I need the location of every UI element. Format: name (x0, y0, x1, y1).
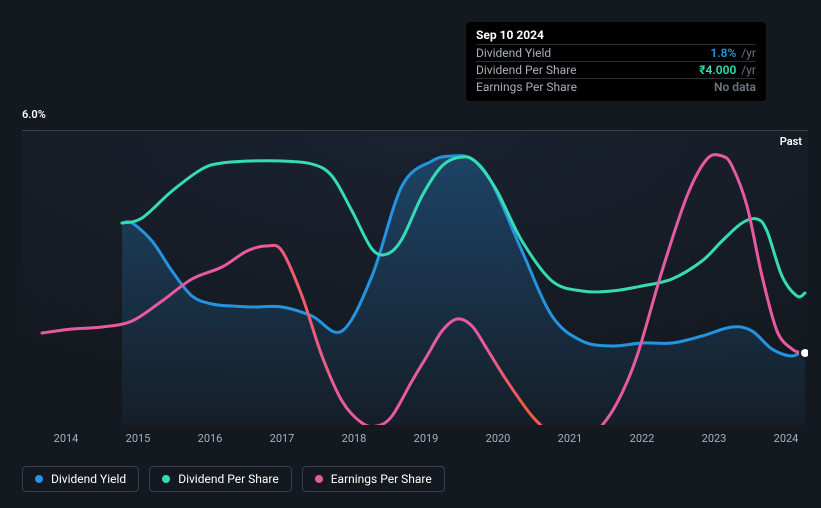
x-axis-tick: 2018 (342, 432, 367, 445)
tooltip-row-label: Earnings Per Share (476, 80, 577, 94)
tooltip-row: Earnings Per Share No data (476, 78, 756, 95)
legend-dot-icon (162, 475, 170, 483)
legend-dot-icon (315, 475, 323, 483)
legend-label: Earnings Per Share (331, 472, 432, 486)
chart-tooltip: Sep 10 2024 Dividend Yield1.8% /yrDivide… (466, 22, 766, 101)
tooltip-row: Dividend Yield 1.8% /yr (476, 44, 756, 61)
legend-item[interactable]: Dividend Per Share (149, 466, 292, 492)
x-axis-tick: 2024 (774, 432, 799, 445)
x-axis-tick: 2015 (126, 432, 151, 445)
past-label: Past (780, 135, 802, 148)
tooltip-row-value: 1.8% /yr (710, 46, 756, 60)
x-axis-tick: 2023 (702, 432, 727, 445)
legend-dot-icon (35, 475, 43, 483)
tooltip-row-value: ₹4.000 /yr (699, 63, 756, 77)
chart-container: 6.0% 0% Past 201420152016201720182019202… (0, 108, 821, 448)
legend-item[interactable]: Dividend Yield (22, 466, 139, 492)
chart-plot-area[interactable]: Past (22, 130, 808, 424)
legend-label: Dividend Per Share (178, 472, 279, 486)
chart-svg (22, 131, 808, 425)
legend-item[interactable]: Earnings Per Share (302, 466, 445, 492)
x-axis-tick: 2016 (198, 432, 223, 445)
tooltip-row: Dividend Per Share ₹4.000 /yr (476, 61, 756, 78)
tooltip-row-label: Dividend Yield (476, 46, 551, 60)
x-axis-tick: 2014 (54, 432, 79, 445)
x-axis-tick: 2022 (630, 432, 655, 445)
legend-label: Dividend Yield (51, 472, 126, 486)
chart-legend: Dividend Yield Dividend Per Share Earnings… (22, 466, 445, 492)
x-axis-tick: 2020 (486, 432, 511, 445)
x-axis-tick: 2021 (558, 432, 583, 445)
endpoint-marker (800, 348, 808, 358)
x-axis-tick: 2019 (414, 432, 439, 445)
y-axis-top-label: 6.0% (22, 108, 46, 121)
x-axis-tick: 2017 (270, 432, 295, 445)
tooltip-row-value: No data (714, 80, 756, 94)
tooltip-date: Sep 10 2024 (476, 28, 756, 44)
tooltip-row-label: Dividend Per Share (476, 63, 577, 77)
